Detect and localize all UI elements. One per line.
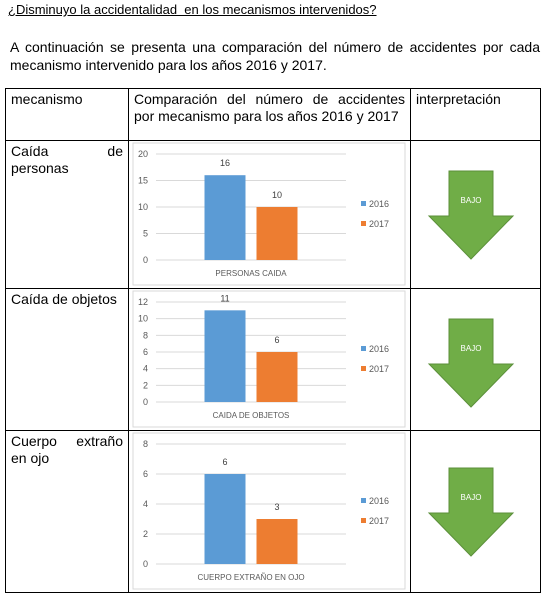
- intro: A continuación se presenta una comparaci…: [10, 38, 540, 74]
- y-tick-label: 8: [143, 330, 148, 340]
- arrow-icon: BAJO: [427, 467, 515, 557]
- legend-label: 2017: [369, 219, 389, 229]
- row: Caída de objetos 0 2 4 6 8 10 12 CAIDA DE OBJETO…: [5, 288, 541, 431]
- y-tick-label: 2: [143, 380, 148, 390]
- table: mecanismo Comparación del número de acci…: [5, 88, 541, 593]
- y-tick-label: 6: [143, 347, 148, 357]
- bar: [256, 352, 298, 402]
- header-row: mecanismo Comparación del número de acci…: [5, 88, 541, 141]
- y-tick-label: 10: [138, 202, 148, 212]
- row: Cuerpo extraño en ojo 0 2 4 6 8 CUERPO EXTRAÑO…: [5, 430, 541, 593]
- chart-cell: 0 2 4 6 8 CUERPO EXTRAÑO EN OJO 6 3 2016 2017: [128, 430, 411, 593]
- chart: 0 2 4 6 8 CUERPO EXTRAÑO EN OJO 6 3 2016 2017: [132, 432, 406, 590]
- y-tick-label: 4: [143, 499, 148, 509]
- interpretation-cell: BAJO: [410, 430, 541, 593]
- chart-cell: 0 5 10 15 20 PERSONAS CAIDA 16 10 2016 2017: [128, 140, 411, 289]
- y-tick-label: 8: [143, 439, 148, 449]
- intro-line: A continuación se presenta una comparaci…: [10, 39, 540, 55]
- mechanism-cell: Cuerpo extraño en ojo: [5, 430, 129, 593]
- legend-swatch: [361, 221, 366, 226]
- y-tick-label: 0: [143, 397, 148, 407]
- y-tick-label: 4: [143, 364, 148, 374]
- legend-label: 2017: [369, 516, 389, 526]
- chart: 0 2 4 6 8 10 12 CAIDA DE OBJETOS 11 6 2016 2017: [132, 290, 406, 428]
- legend-swatch: [361, 201, 366, 206]
- legend-swatch: [361, 518, 366, 523]
- bar: [204, 310, 246, 402]
- interpretation-cell: BAJO: [410, 140, 541, 289]
- legend-swatch: [361, 366, 366, 371]
- legend-label: 2016: [369, 496, 389, 506]
- y-tick-label: 0: [143, 559, 148, 569]
- down-arrow: [427, 170, 515, 260]
- y-tick-label: 20: [138, 149, 148, 159]
- x-tick-label: CUERPO EXTRAÑO EN OJO: [197, 573, 304, 582]
- arrow-label: BAJO: [461, 493, 482, 502]
- down-arrow: [427, 318, 515, 408]
- arrow-label: BAJO: [461, 196, 482, 205]
- arrow-icon: BAJO: [427, 318, 515, 408]
- legend-swatch: [361, 346, 366, 351]
- x-tick-label: PERSONAS CAIDA: [215, 269, 287, 278]
- bar: [204, 175, 246, 260]
- legend-label: 2017: [369, 364, 389, 374]
- data-label: 16: [220, 158, 230, 168]
- y-tick-label: 2: [143, 529, 148, 539]
- data-label: 11: [220, 293, 229, 303]
- bar: [256, 207, 298, 260]
- header-cell: Comparación del número de accidentes por…: [128, 88, 411, 141]
- bar: [256, 519, 298, 564]
- header-cell: mecanismo: [5, 88, 129, 141]
- row: Caída de personas 0 5 10 15 20 PERSONAS CAIDA 1…: [5, 140, 541, 289]
- data-label: 10: [272, 190, 282, 200]
- data-label: 6: [274, 335, 279, 345]
- data-label: 6: [222, 457, 227, 467]
- header-cell: interpretación: [410, 88, 541, 141]
- arrow-icon: BAJO: [427, 170, 515, 260]
- chart-panel: [132, 432, 406, 590]
- legend-swatch: [361, 498, 366, 503]
- x-tick-label: CAIDA DE OBJETOS: [213, 411, 290, 420]
- interpretation-cell: BAJO: [410, 288, 541, 431]
- y-tick-label: 5: [143, 229, 148, 239]
- y-tick-label: 0: [143, 255, 148, 265]
- y-tick-label: 15: [138, 176, 148, 186]
- down-arrow: [427, 467, 515, 557]
- mechanism-cell: Caída de personas: [5, 140, 129, 289]
- data-label: 3: [274, 502, 279, 512]
- bar: [204, 474, 246, 564]
- intro-line: mecanismo intervenido para los años 2016…: [10, 57, 327, 73]
- heading: ¿Disminuyo la accidentalidad en los meca…: [8, 2, 377, 17]
- y-tick-label: 12: [138, 297, 148, 307]
- y-tick-label: 10: [138, 314, 148, 324]
- y-tick-label: 6: [143, 469, 148, 479]
- legend-label: 2016: [369, 344, 389, 354]
- mechanism-cell: Caída de objetos: [5, 288, 129, 431]
- chart-cell: 0 2 4 6 8 10 12 CAIDA DE OBJETOS 11 6 2016 2017: [128, 288, 411, 431]
- arrow-label: BAJO: [461, 344, 482, 353]
- legend-label: 2016: [369, 199, 389, 209]
- chart: 0 5 10 15 20 PERSONAS CAIDA 16 10 2016 2017: [132, 142, 406, 286]
